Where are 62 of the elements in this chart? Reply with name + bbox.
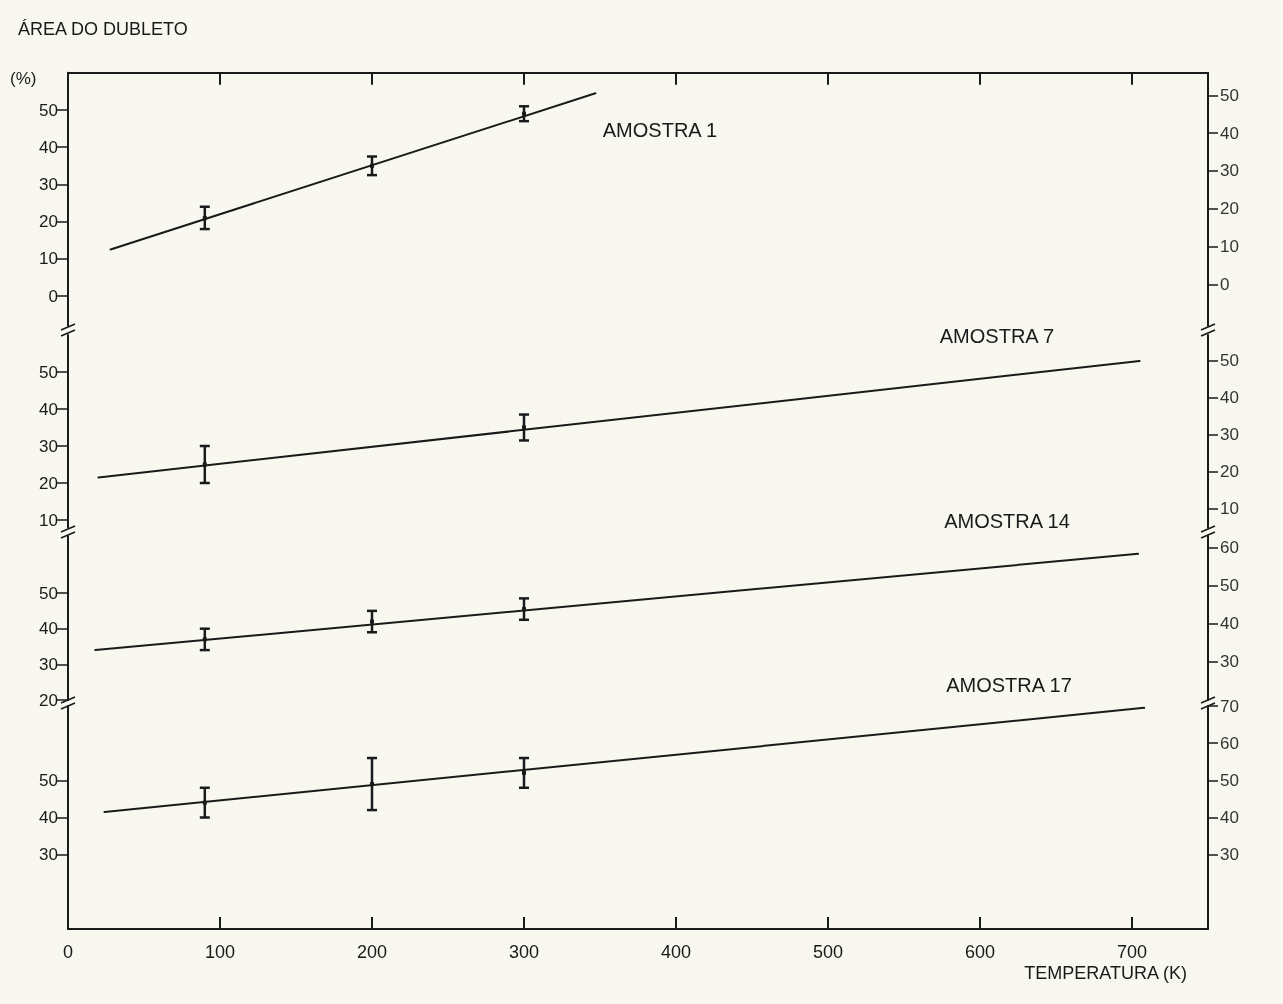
y2-tick-label: 50 xyxy=(1220,85,1239,105)
y2-tick-label: 70 xyxy=(1220,696,1239,716)
y-tick-label: 30 xyxy=(39,845,58,865)
y-tick-label: 10 xyxy=(39,249,58,269)
y2-tick-label: 30 xyxy=(1220,845,1239,865)
text: (%) xyxy=(10,68,37,88)
y2-tick-label: 30 xyxy=(1220,652,1239,672)
y2-tick-label: 30 xyxy=(1220,161,1239,181)
y-tick-label: 40 xyxy=(39,137,58,157)
y-tick-label: 30 xyxy=(39,436,58,456)
x-tick-label: 700 xyxy=(1116,942,1148,962)
y2-tick-label: 50 xyxy=(1220,576,1239,596)
point xyxy=(202,215,207,220)
y-tick-label: 0 xyxy=(48,286,58,306)
y-tick-label: 20 xyxy=(39,473,58,493)
point xyxy=(522,770,526,775)
y-tick-label: 50 xyxy=(39,770,58,790)
y2-tick-label: 10 xyxy=(1220,237,1239,256)
y-tick-label: 40 xyxy=(39,808,58,827)
point xyxy=(202,800,207,805)
y-tick-label: 40 xyxy=(39,619,58,639)
y2-tick-label: 50 xyxy=(1220,351,1239,371)
y2-tick-label: 20 xyxy=(1220,199,1239,219)
x-tick-label: 100 xyxy=(204,942,236,962)
x-axis-title: TEMPERATURA (K) xyxy=(1024,963,1188,983)
point xyxy=(522,607,526,612)
annotation: AMOSTRA 14 xyxy=(944,510,1070,532)
y2-tick-label: 50 xyxy=(1220,770,1239,790)
y-tick-label: 50 xyxy=(39,583,58,603)
annotation: AMOSTRA 17 xyxy=(946,674,1072,696)
y2-tick-label: 20 xyxy=(1220,462,1239,482)
y2-tick-label: 60 xyxy=(1220,733,1239,753)
x-tick-label: 500 xyxy=(812,942,844,962)
y2-tick-label: 10 xyxy=(1220,499,1239,519)
point xyxy=(522,111,526,116)
point xyxy=(370,619,374,624)
point xyxy=(202,637,207,642)
annotation: AMOSTRA 7 xyxy=(939,325,1055,347)
y-tick-label: 20 xyxy=(39,212,58,232)
x-tick-label: 200 xyxy=(356,942,388,962)
y2-tick-label: 30 xyxy=(1220,425,1239,445)
point xyxy=(370,782,374,787)
y-tick-label: 30 xyxy=(39,654,58,674)
y2-tick-label: 40 xyxy=(1220,388,1239,408)
y-tick-label: 50 xyxy=(39,100,58,120)
y2-tick-label: 40 xyxy=(1220,614,1239,634)
point xyxy=(370,163,374,168)
y2-tick-label: 0 xyxy=(1220,274,1230,294)
y-tick-label: 50 xyxy=(39,362,58,382)
x-tick-label: 600 xyxy=(964,942,996,962)
x-tick-label: 400 xyxy=(660,942,692,962)
y-tick-label: 20 xyxy=(39,690,58,710)
y2-tick-label: 40 xyxy=(1220,808,1239,827)
x-tick-label: 300 xyxy=(508,942,540,962)
y2-tick-label: 40 xyxy=(1220,123,1239,143)
y2-tick-label: 60 xyxy=(1220,537,1239,557)
y-tick-label: 30 xyxy=(39,174,58,194)
x-tick-label: 0 xyxy=(62,942,74,962)
y-tick-label: 10 xyxy=(39,510,58,530)
y-tick-label: 40 xyxy=(39,399,58,419)
y-axis-title: ÁREA DO DUBLETO xyxy=(18,19,188,39)
annotation: AMOSTRA 1 xyxy=(602,119,718,141)
